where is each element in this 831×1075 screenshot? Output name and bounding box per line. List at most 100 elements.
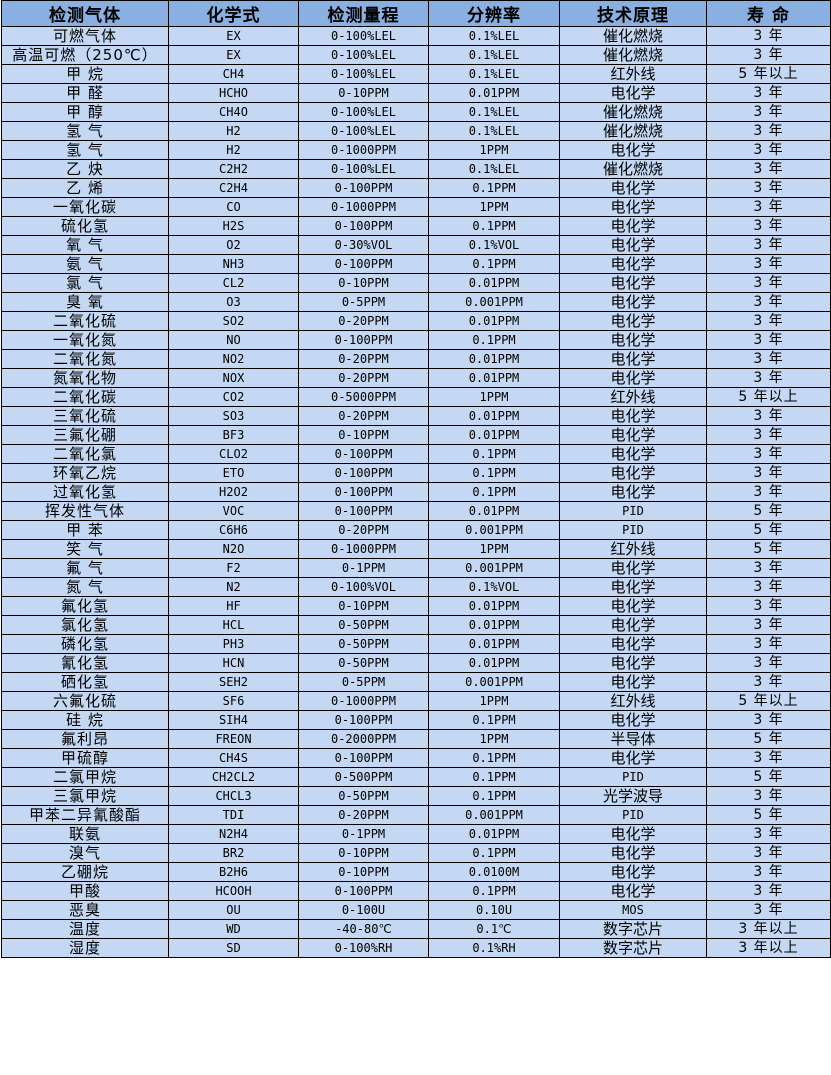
cell-range: 0-1PPM <box>298 558 429 578</box>
cell-name: 二氯甲烷 <box>1 767 169 787</box>
cell-resolution: 0.1PPM <box>428 178 560 198</box>
column-header-resolution[interactable]: 分辨率 <box>428 0 560 27</box>
cell-range: 0-20PPM <box>298 805 429 825</box>
cell-principle: 电化学 <box>559 368 707 388</box>
cell-range: 0-100%RH <box>298 938 429 958</box>
cell-formula: O2 <box>168 235 299 255</box>
cell-range: 0-1000PPM <box>298 539 429 559</box>
column-header-life[interactable]: 寿 命 <box>706 0 831 27</box>
column-header-gas-name[interactable]: 检测气体 <box>1 0 169 27</box>
cell-name: 磷化氢 <box>1 634 169 654</box>
cell-range: 0-20PPM <box>298 520 429 540</box>
cell-life: 3 年以上 <box>706 919 831 939</box>
cell-range: 0-100%LEL <box>298 159 429 179</box>
table-row: 氟化氢 HF 0-10PPM 0.01PPM 电化学 3 年 <box>1 596 831 616</box>
cell-life: 5 年 <box>706 729 831 749</box>
cell-formula: HF <box>168 596 299 616</box>
cell-name: 甲 醛 <box>1 83 169 103</box>
cell-name: 笑 气 <box>1 539 169 559</box>
table-row: 过氧化氢 H2O2 0-100PPM 0.1PPM 电化学 3 年 <box>1 482 831 502</box>
cell-resolution: 0.0100M <box>428 862 560 882</box>
table-row: 二氧化碳 CO2 0-5000PPM 1PPM 红外线 5 年以上 <box>1 387 831 407</box>
cell-resolution: 0.1PPM <box>428 254 560 274</box>
cell-principle: 红外线 <box>559 387 707 407</box>
cell-resolution: 0.1%LEL <box>428 64 560 84</box>
cell-principle: 电化学 <box>559 558 707 578</box>
cell-resolution: 0.01PPM <box>428 824 560 844</box>
cell-life: 3 年 <box>706 881 831 901</box>
cell-formula: CLO2 <box>168 444 299 464</box>
cell-formula: CH4 <box>168 64 299 84</box>
cell-range: 0-100PPM <box>298 482 429 502</box>
cell-principle: 催化燃烧 <box>559 121 707 141</box>
column-header-principle[interactable]: 技术原理 <box>559 0 707 27</box>
cell-resolution: 0.01PPM <box>428 425 560 445</box>
cell-range: 0-20PPM <box>298 311 429 331</box>
cell-resolution: 0.001PPM <box>428 292 560 312</box>
cell-name: 二氧化碳 <box>1 387 169 407</box>
table-row: 温度 WD -40-80℃ 0.1℃ 数字芯片 3 年以上 <box>1 919 831 939</box>
cell-life: 3 年 <box>706 463 831 483</box>
cell-formula: CH4S <box>168 748 299 768</box>
cell-resolution: 0.1%LEL <box>428 26 560 46</box>
cell-principle: 催化燃烧 <box>559 45 707 65</box>
table-row: 臭 氧 O3 0-5PPM 0.001PPM 电化学 3 年 <box>1 292 831 312</box>
cell-range: 0-50PPM <box>298 653 429 673</box>
cell-formula: WD <box>168 919 299 939</box>
cell-formula: NH3 <box>168 254 299 274</box>
cell-life: 5 年 <box>706 501 831 521</box>
table-row: 氮氧化物 NOX 0-20PPM 0.01PPM 电化学 3 年 <box>1 368 831 388</box>
cell-name: 硫化氢 <box>1 216 169 236</box>
cell-formula: VOC <box>168 501 299 521</box>
cell-principle: 红外线 <box>559 539 707 559</box>
cell-principle: PID <box>559 767 707 787</box>
table-row: 三氧化硫 SO3 0-20PPM 0.01PPM 电化学 3 年 <box>1 406 831 426</box>
cell-life: 3 年 <box>706 843 831 863</box>
cell-formula: NOX <box>168 368 299 388</box>
cell-life: 3 年 <box>706 140 831 160</box>
cell-resolution: 1PPM <box>428 140 560 160</box>
cell-principle: 电化学 <box>559 862 707 882</box>
cell-principle: 电化学 <box>559 710 707 730</box>
table-row: 环氧乙烷 ETO 0-100PPM 0.1PPM 电化学 3 年 <box>1 463 831 483</box>
table-row: 氢 气 H2 0-100%LEL 0.1%LEL 催化燃烧 3 年 <box>1 121 831 141</box>
cell-principle: 电化学 <box>559 463 707 483</box>
cell-principle: 电化学 <box>559 235 707 255</box>
cell-principle: 电化学 <box>559 672 707 692</box>
cell-principle: 半导体 <box>559 729 707 749</box>
cell-name: 氨 气 <box>1 254 169 274</box>
cell-resolution: 0.1℃ <box>428 919 560 939</box>
cell-formula: HCN <box>168 653 299 673</box>
cell-life: 3 年 <box>706 121 831 141</box>
cell-formula: HCHO <box>168 83 299 103</box>
cell-principle: 电化学 <box>559 748 707 768</box>
cell-range: 0-30%VOL <box>298 235 429 255</box>
cell-life: 3 年以上 <box>706 938 831 958</box>
cell-formula: F2 <box>168 558 299 578</box>
cell-name: 恶臭 <box>1 900 169 920</box>
cell-resolution: 0.10U <box>428 900 560 920</box>
cell-formula: HCOOH <box>168 881 299 901</box>
cell-resolution: 1PPM <box>428 387 560 407</box>
column-header-formula[interactable]: 化学式 <box>168 0 299 27</box>
column-header-range[interactable]: 检测量程 <box>298 0 429 27</box>
cell-life: 3 年 <box>706 45 831 65</box>
cell-life: 3 年 <box>706 83 831 103</box>
cell-principle: 红外线 <box>559 64 707 84</box>
table-row: 二氧化氮 NO2 0-20PPM 0.01PPM 电化学 3 年 <box>1 349 831 369</box>
cell-resolution: 0.01PPM <box>428 653 560 673</box>
cell-resolution: 0.1%LEL <box>428 159 560 179</box>
cell-name: 溴气 <box>1 843 169 863</box>
cell-name: 一氧化氮 <box>1 330 169 350</box>
cell-range: 0-100PPM <box>298 444 429 464</box>
table-row: 氮 气 N2 0-100%VOL 0.1%VOL 电化学 3 年 <box>1 577 831 597</box>
cell-name: 氢 气 <box>1 121 169 141</box>
cell-life: 3 年 <box>706 577 831 597</box>
cell-range: 0-1000PPM <box>298 197 429 217</box>
cell-principle: 电化学 <box>559 349 707 369</box>
cell-range: 0-1000PPM <box>298 140 429 160</box>
cell-formula: CHCL3 <box>168 786 299 806</box>
cell-name: 六氟化硫 <box>1 691 169 711</box>
cell-principle: PID <box>559 520 707 540</box>
cell-name: 可燃气体 <box>1 26 169 46</box>
